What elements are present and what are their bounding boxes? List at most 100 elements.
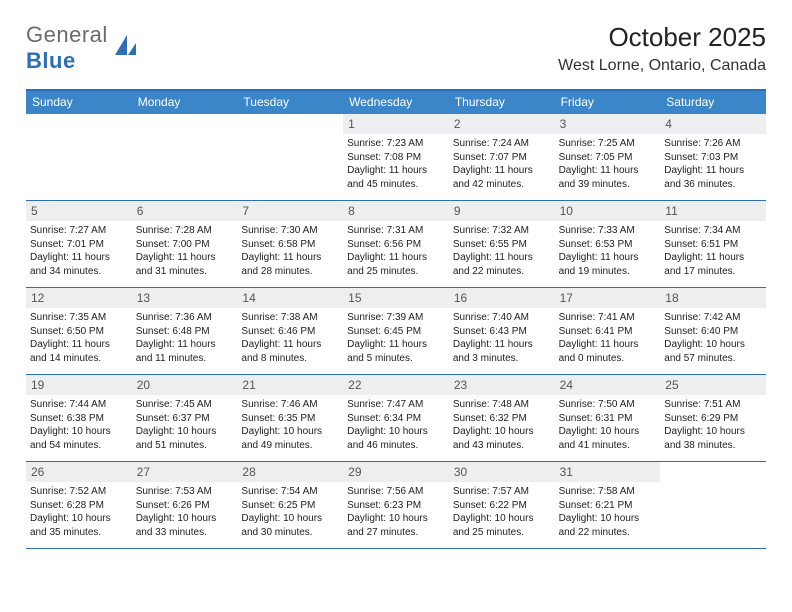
day-cell: 15 Sunrise: 7:39 AMSunset: 6:45 PMDayligh… [343, 288, 449, 374]
day-header: Tuesday [237, 91, 343, 114]
day-number: 3 [555, 114, 661, 134]
sunset-text: Sunset: 6:40 PM [664, 325, 762, 339]
sunrise-text: Sunrise: 7:41 AM [559, 311, 657, 325]
day-cell: 2Sunrise: 7:24 AMSunset: 7:07 PMDaylight… [449, 114, 555, 200]
day-cell: 13 Sunrise: 7:36 AMSunset: 6:48 PMDayligh… [132, 288, 238, 374]
dl2-text: and 41 minutes. [559, 439, 657, 453]
dl2-text: and 5 minutes. [347, 352, 445, 366]
dl2-text: and 30 minutes. [241, 526, 339, 540]
day-cell: 19Sunrise: 7:44 AMSunset: 6:38 PMDayligh… [26, 375, 132, 461]
dl1-text: Daylight: 11 hours [453, 338, 551, 352]
dl2-text: and 34 minutes. [30, 265, 128, 279]
dl1-text: Daylight: 11 hours [559, 164, 657, 178]
day-number: 26 [26, 462, 132, 482]
day-number: 15 [343, 288, 449, 308]
sunrise-text: Sunrise: 7:30 AM [241, 224, 339, 238]
sunrise-text: Sunrise: 7:40 AM [453, 311, 551, 325]
day-info: Sunrise: 7:36 AMSunset: 6:48 PMDaylight:… [136, 311, 234, 365]
header-right: October 2025 West Lorne, Ontario, Canada [558, 22, 766, 75]
sunrise-text: Sunrise: 7:33 AM [559, 224, 657, 238]
sunset-text: Sunset: 6:45 PM [347, 325, 445, 339]
sunrise-text: Sunrise: 7:39 AM [347, 311, 445, 325]
day-cell: 18Sunrise: 7:42 AMSunset: 6:40 PMDayligh… [660, 288, 766, 374]
dl2-text: and 27 minutes. [347, 526, 445, 540]
sunset-text: Sunset: 6:55 PM [453, 238, 551, 252]
dl2-text: and 8 minutes. [241, 352, 339, 366]
day-info: Sunrise: 7:52 AMSunset: 6:28 PMDaylight:… [30, 485, 128, 539]
day-number: 13 [132, 288, 238, 308]
dl2-text: and 46 minutes. [347, 439, 445, 453]
dl1-text: Daylight: 11 hours [347, 251, 445, 265]
day-number: 21 [237, 375, 343, 395]
dl2-text: and 51 minutes. [136, 439, 234, 453]
day-cell [26, 114, 132, 200]
dl1-text: Daylight: 11 hours [664, 251, 762, 265]
day-cell: 5Sunrise: 7:27 AMSunset: 7:01 PMDaylight… [26, 201, 132, 287]
sunset-text: Sunset: 7:08 PM [347, 151, 445, 165]
day-info: Sunrise: 7:30 AMSunset: 6:58 PMDaylight:… [241, 224, 339, 278]
dl1-text: Daylight: 11 hours [559, 251, 657, 265]
dl2-text: and 28 minutes. [241, 265, 339, 279]
day-info: Sunrise: 7:58 AMSunset: 6:21 PMDaylight:… [559, 485, 657, 539]
day-header: Wednesday [343, 91, 449, 114]
sunset-text: Sunset: 6:46 PM [241, 325, 339, 339]
sunset-text: Sunset: 6:31 PM [559, 412, 657, 426]
week-row: 26 Sunrise: 7:52 AMSunset: 6:28 PMDayligh… [26, 462, 766, 549]
sunrise-text: Sunrise: 7:26 AM [664, 137, 762, 151]
day-number: 29 [343, 462, 449, 482]
day-info: Sunrise: 7:44 AMSunset: 6:38 PMDaylight:… [30, 398, 128, 452]
day-number: 7 [237, 201, 343, 221]
day-cell: 24Sunrise: 7:50 AMSunset: 6:31 PMDayligh… [555, 375, 661, 461]
dl1-text: Daylight: 11 hours [136, 338, 234, 352]
logo-text-general: General [26, 22, 108, 47]
page-title: October 2025 [558, 22, 766, 53]
day-cell [132, 114, 238, 200]
day-info: Sunrise: 7:25 AMSunset: 7:05 PMDaylight:… [559, 137, 657, 191]
day-info: Sunrise: 7:24 AMSunset: 7:07 PMDaylight:… [453, 137, 551, 191]
day-cell: 10Sunrise: 7:33 AMSunset: 6:53 PMDayligh… [555, 201, 661, 287]
dl1-text: Daylight: 11 hours [559, 338, 657, 352]
day-number: 25 [660, 375, 766, 395]
logo-text: GeneralBlue [26, 22, 108, 74]
dl1-text: Daylight: 11 hours [453, 251, 551, 265]
day-info: Sunrise: 7:46 AMSunset: 6:35 PMDaylight:… [241, 398, 339, 452]
day-number: 9 [449, 201, 555, 221]
dl1-text: Daylight: 11 hours [241, 251, 339, 265]
dl2-text: and 22 minutes. [453, 265, 551, 279]
sunset-text: Sunset: 6:56 PM [347, 238, 445, 252]
sunrise-text: Sunrise: 7:25 AM [559, 137, 657, 151]
day-info: Sunrise: 7:27 AMSunset: 7:01 PMDaylight:… [30, 224, 128, 278]
sunrise-text: Sunrise: 7:23 AM [347, 137, 445, 151]
sunrise-text: Sunrise: 7:27 AM [30, 224, 128, 238]
day-cell: 31 Sunrise: 7:58 AMSunset: 6:21 PMDayligh… [555, 462, 661, 548]
day-info: Sunrise: 7:41 AMSunset: 6:41 PMDaylight:… [559, 311, 657, 365]
day-number: 18 [660, 288, 766, 308]
dl1-text: Daylight: 11 hours [347, 338, 445, 352]
sunset-text: Sunset: 6:51 PM [664, 238, 762, 252]
dl1-text: Daylight: 10 hours [559, 425, 657, 439]
day-cell: 14Sunrise: 7:38 AMSunset: 6:46 PMDayligh… [237, 288, 343, 374]
day-info: Sunrise: 7:35 AMSunset: 6:50 PMDaylight:… [30, 311, 128, 365]
sunrise-text: Sunrise: 7:38 AM [241, 311, 339, 325]
dl1-text: Daylight: 10 hours [30, 512, 128, 526]
sunset-text: Sunset: 6:50 PM [30, 325, 128, 339]
sunrise-text: Sunrise: 7:57 AM [453, 485, 551, 499]
sunset-text: Sunset: 7:00 PM [136, 238, 234, 252]
dl2-text: and 0 minutes. [559, 352, 657, 366]
day-info: Sunrise: 7:31 AMSunset: 6:56 PMDaylight:… [347, 224, 445, 278]
day-cell [237, 114, 343, 200]
dl1-text: Daylight: 10 hours [664, 425, 762, 439]
sunrise-text: Sunrise: 7:56 AM [347, 485, 445, 499]
day-header-row: Sunday Monday Tuesday Wednesday Thursday… [26, 91, 766, 114]
dl2-text: and 36 minutes. [664, 178, 762, 192]
dl2-text: and 3 minutes. [453, 352, 551, 366]
day-number: 1 [343, 114, 449, 134]
dl1-text: Daylight: 10 hours [241, 425, 339, 439]
day-header: Thursday [449, 91, 555, 114]
day-cell: 29Sunrise: 7:56 AMSunset: 6:23 PMDayligh… [343, 462, 449, 548]
sunrise-text: Sunrise: 7:53 AM [136, 485, 234, 499]
day-cell: 11Sunrise: 7:34 AMSunset: 6:51 PMDayligh… [660, 201, 766, 287]
sunset-text: Sunset: 6:23 PM [347, 499, 445, 513]
dl1-text: Daylight: 11 hours [136, 251, 234, 265]
day-number: 31 [555, 462, 661, 482]
